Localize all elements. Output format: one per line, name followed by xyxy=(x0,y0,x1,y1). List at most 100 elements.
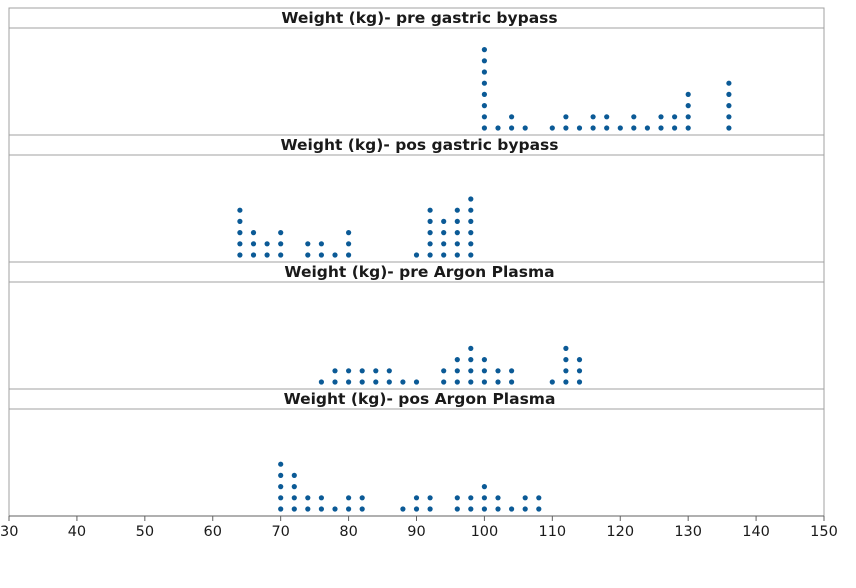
data-dot xyxy=(468,218,474,224)
data-dot xyxy=(346,368,352,374)
data-dot xyxy=(291,506,297,512)
data-dot xyxy=(468,495,474,501)
panel-frame xyxy=(8,7,825,136)
data-dot xyxy=(536,506,542,512)
data-dot xyxy=(509,379,515,385)
data-dot xyxy=(427,241,433,247)
data-dot xyxy=(644,125,651,131)
data-dot xyxy=(305,241,311,247)
data-dot xyxy=(481,69,487,75)
data-dot xyxy=(318,379,324,385)
data-dot xyxy=(495,506,501,512)
data-dot xyxy=(604,114,610,120)
data-dot xyxy=(726,125,732,131)
panel-frame xyxy=(8,388,825,517)
data-dot xyxy=(359,495,365,501)
data-dot xyxy=(576,125,583,131)
data-dot xyxy=(332,379,338,385)
x-tick-label: 40 xyxy=(68,524,86,540)
data-dot xyxy=(346,506,352,512)
data-dot xyxy=(509,125,515,131)
data-dot xyxy=(495,368,501,374)
data-dot xyxy=(318,241,324,247)
data-dot xyxy=(250,252,257,258)
panel-title: Weight (kg)- pos gastric bypass xyxy=(280,136,558,154)
data-dot xyxy=(672,114,678,120)
data-dot xyxy=(278,252,284,258)
data-dot xyxy=(685,125,691,131)
data-dot xyxy=(454,495,460,501)
data-dot xyxy=(305,506,311,512)
data-dot xyxy=(278,484,284,490)
data-dot xyxy=(481,114,487,120)
data-dot xyxy=(278,472,284,478)
x-tick-label: 30 xyxy=(0,524,18,540)
data-dot xyxy=(617,125,623,131)
data-dot xyxy=(631,125,637,131)
data-dot xyxy=(481,495,487,501)
data-dot xyxy=(346,230,352,236)
data-dot xyxy=(318,252,324,258)
data-dot xyxy=(509,368,515,374)
x-tick-label: 80 xyxy=(339,524,357,540)
data-dot xyxy=(468,241,474,247)
data-dot xyxy=(359,368,365,374)
data-dot xyxy=(454,357,460,363)
panel-title: Weight (kg)- pre Argon Plasma xyxy=(284,263,554,281)
data-dot xyxy=(441,241,447,247)
data-dot xyxy=(468,357,474,363)
data-dot xyxy=(359,506,365,512)
x-tick-label: 70 xyxy=(271,524,289,540)
data-dot xyxy=(726,103,732,109)
data-dot xyxy=(305,495,311,501)
data-dot xyxy=(604,125,610,131)
data-dot xyxy=(264,241,270,247)
data-dot xyxy=(481,125,487,131)
data-dot xyxy=(441,230,447,236)
data-dot xyxy=(685,103,691,109)
data-dot xyxy=(481,484,487,490)
data-dot xyxy=(563,368,569,374)
panel-title: Weight (kg)- pre gastric bypass xyxy=(281,9,557,27)
data-dot xyxy=(576,368,583,374)
data-dot xyxy=(454,241,460,247)
data-dot xyxy=(495,379,501,385)
data-dot xyxy=(413,379,420,385)
data-dot xyxy=(563,114,569,120)
x-tick-label: 100 xyxy=(471,524,499,540)
data-dot xyxy=(726,114,732,120)
data-dot xyxy=(264,252,270,258)
data-dot xyxy=(658,114,664,120)
data-dot xyxy=(332,506,338,512)
data-dot xyxy=(726,91,732,97)
data-dot xyxy=(563,345,569,351)
data-dot xyxy=(291,472,297,478)
x-tick-label: 60 xyxy=(204,524,222,540)
data-dot xyxy=(373,368,379,374)
x-tick-label: 90 xyxy=(407,524,425,540)
data-dot xyxy=(346,379,352,385)
data-dot xyxy=(481,47,487,53)
data-dot xyxy=(346,241,352,247)
data-dot xyxy=(427,252,433,258)
data-dot xyxy=(454,506,460,512)
data-dot xyxy=(468,252,474,258)
data-dot xyxy=(291,484,297,490)
data-dot xyxy=(346,252,352,258)
data-dot xyxy=(468,379,474,385)
data-dot xyxy=(237,252,243,258)
data-dot xyxy=(427,506,433,512)
data-dot xyxy=(441,252,447,258)
data-dot xyxy=(685,114,691,120)
data-dot xyxy=(495,125,501,131)
data-dot xyxy=(549,125,555,131)
data-dot xyxy=(468,207,474,213)
data-dot xyxy=(318,495,324,501)
data-dot xyxy=(481,91,487,97)
data-dot xyxy=(386,368,392,374)
x-tick-label: 150 xyxy=(810,524,838,540)
data-dot xyxy=(468,506,474,512)
data-dot xyxy=(413,495,420,501)
data-dot xyxy=(468,345,474,351)
